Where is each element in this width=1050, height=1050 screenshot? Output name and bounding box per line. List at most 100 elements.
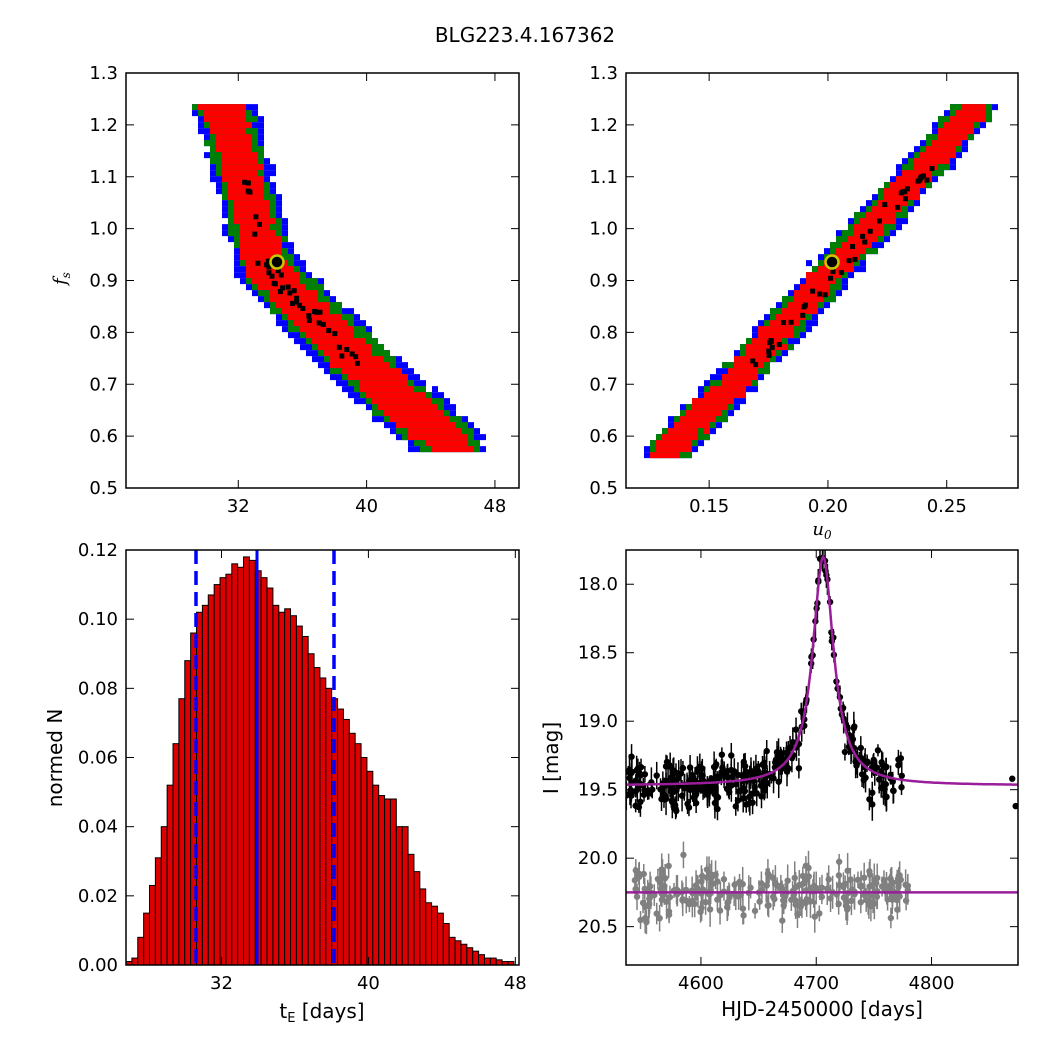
heatmap-cell — [276, 218, 282, 225]
heatmap-cell — [312, 356, 318, 363]
heatmap-cell — [264, 302, 270, 309]
heatmap-cell — [860, 266, 866, 273]
heatmap-cell — [396, 362, 402, 369]
data-point-i — [731, 768, 738, 775]
heatmap-cell — [794, 284, 800, 291]
heatmap-cell — [806, 320, 812, 327]
heatmap-cell — [378, 350, 384, 357]
heatmap-cell — [390, 428, 396, 435]
heatmap-cell — [480, 446, 486, 453]
heatmap-cell — [860, 206, 866, 213]
data-point-v — [702, 898, 709, 906]
axes-frame-4 — [625, 549, 1019, 966]
heatmap-cell — [360, 386, 366, 393]
y-tick-label: 1.0 — [89, 219, 118, 240]
heatmap-cell — [222, 188, 228, 195]
heatmap-cell — [752, 326, 758, 333]
heatmap-cell — [830, 248, 836, 255]
heatmap-cell — [950, 146, 956, 153]
heatmap-cell — [926, 134, 932, 141]
data-point-v — [665, 908, 673, 915]
histogram-bar — [442, 923, 450, 966]
heatmap-cell — [806, 296, 812, 303]
heatmap-cell — [884, 194, 890, 201]
heatmap-cell — [252, 206, 258, 213]
data-point-i — [869, 801, 876, 808]
best-sample — [290, 300, 296, 306]
heatmap-cell — [848, 236, 854, 243]
heatmap-cell — [228, 182, 234, 189]
heatmap-cell — [824, 248, 830, 255]
heatmap-cell — [872, 248, 878, 255]
heatmap-cell — [234, 182, 240, 189]
heatmap-cell — [740, 398, 746, 405]
heatmap-cell — [294, 284, 300, 291]
heatmap-cell — [956, 110, 962, 117]
heatmap-cell — [264, 248, 270, 255]
y-tick-label: 1.2 — [589, 115, 618, 136]
data-point-i — [1009, 775, 1016, 782]
heatmap-cell — [980, 122, 986, 129]
heatmap-cell — [258, 236, 264, 243]
panel-tE-histogram: 32 40 480.000.020.040.060.080.100.12 norme… — [43, 540, 527, 1026]
heatmap-cell — [234, 272, 240, 279]
heatmap-cell — [264, 194, 270, 201]
heatmap-cell — [366, 326, 372, 333]
heatmap-cell — [372, 416, 378, 423]
data-point-v — [884, 896, 891, 903]
data-point-v — [857, 899, 865, 906]
heatmap-cell — [366, 344, 372, 351]
heatmap-cell — [420, 416, 426, 423]
histogram-bar — [454, 940, 462, 966]
heatmap-cell — [462, 428, 468, 435]
heatmap-cell — [884, 236, 890, 243]
data-point-v — [880, 876, 888, 884]
heatmap-cell — [366, 362, 372, 369]
heatmap-cell — [366, 386, 372, 393]
heatmap-cell — [698, 392, 704, 399]
heatmap-cell — [462, 416, 468, 423]
heatmap-cell — [842, 242, 848, 249]
heatmap-cell — [396, 434, 402, 441]
heatmap-cell — [746, 386, 752, 393]
heatmap-cell — [456, 428, 462, 435]
heatmap-cell — [462, 422, 468, 429]
heatmap-cell — [740, 368, 746, 375]
heatmap-cell — [836, 290, 842, 297]
heatmap-cell — [758, 350, 764, 357]
heatmap-cell — [282, 242, 288, 249]
data-point-i — [749, 790, 757, 797]
heatmap-cell — [396, 368, 402, 375]
heatmap-cell — [300, 308, 306, 315]
heatmap-cell — [746, 344, 752, 351]
heatmap-cell — [818, 254, 824, 261]
heatmap-cell — [258, 194, 264, 201]
heatmap-cell — [716, 422, 722, 429]
heatmap-cell — [366, 374, 372, 381]
heatmap-cell — [432, 428, 438, 435]
heatmap-cell — [252, 260, 258, 267]
best-sample — [860, 233, 866, 239]
histogram-bar — [131, 957, 139, 966]
heatmap-cell — [378, 374, 384, 381]
heatmap-cell — [276, 206, 282, 213]
heatmap-cell — [318, 326, 324, 333]
heatmap-cell — [384, 356, 390, 363]
heatmap-cell — [318, 350, 324, 357]
heatmap-cell — [336, 380, 342, 387]
heatmap-cell — [902, 218, 908, 225]
best-sample — [255, 260, 261, 266]
heatmap-cell — [974, 104, 980, 111]
data-point-i — [783, 749, 790, 757]
heatmap-cell — [950, 116, 956, 123]
ticks-panel-1: 32 40 480.50.60.70.80.91.01.11.21.3 — [89, 63, 519, 517]
heatmap-cell — [836, 254, 842, 261]
heatmap-cell — [668, 428, 674, 435]
heatmap-cell — [872, 200, 878, 207]
heatmap-cell — [896, 164, 902, 171]
histogram-bar — [225, 573, 233, 966]
heatmap-cell — [354, 350, 360, 357]
histogram-bar — [178, 698, 186, 966]
histogram-bar — [472, 950, 480, 966]
heatmap-cell — [282, 290, 288, 297]
